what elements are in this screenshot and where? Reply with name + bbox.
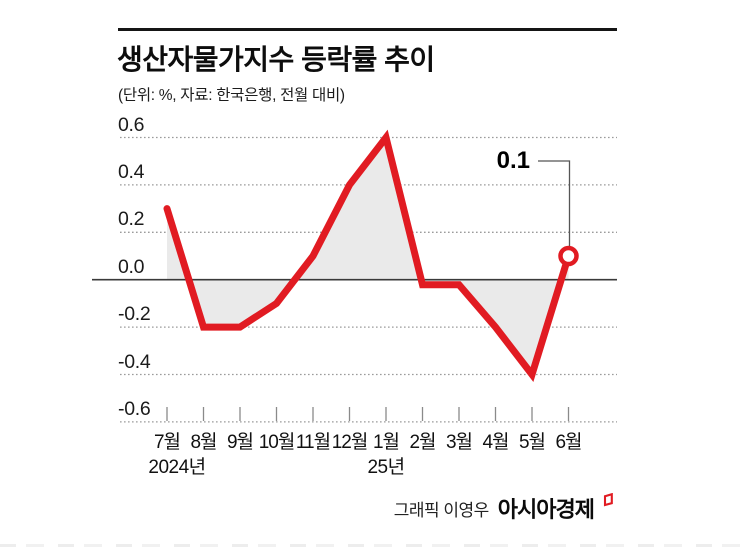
y-axis-label: 0.6 [118,113,145,136]
y-axis-label: -0.2 [118,303,151,326]
x-axis-label: 1월 [372,432,400,453]
series-line [163,129,572,382]
x-axis-year-label: 25년 [367,457,405,478]
x-axis-label: 5월 [518,432,546,453]
y-axis-label: -0.6 [118,397,151,420]
x-axis-label: 10월 [258,432,296,453]
chart-title: 생산자물가지수 등락률 추이 [117,44,435,75]
x-axis-label: 6월 [555,432,582,453]
cropped-text-remnant [0,544,745,547]
brand-logo-text: 아시아경제 [497,497,595,522]
credit-line: 그래픽 이영우 아시아경제 [394,492,614,524]
x-axis-label: 7월 [153,432,181,453]
x-axis-label: 11월 [295,432,331,453]
area-fill [167,137,569,375]
x-axis-label: 4월 [482,432,509,453]
top-rule [118,28,617,31]
last-value-annotation: 0.1 [496,147,530,174]
annotation-connector [538,160,571,246]
x-axis-label: 12월 [331,432,369,453]
x-axis-label: 3월 [445,432,473,453]
credit-author: 그래픽 이영우 [393,501,490,520]
chart-subtitle: (단위: %, 자료: 한국은행, 전월 대비) [118,87,345,104]
x-axis-label: 2월 [409,432,436,453]
end-point-marker [558,245,579,267]
x-axis-label: 8월 [190,432,217,453]
y-axis-label: 0.4 [118,160,145,183]
brand-red-square-icon [603,493,613,507]
y-axis-label: 0.2 [118,208,145,231]
y-axis-label: 0.0 [118,255,145,278]
x-axis-year-label: 2024년 [148,457,206,478]
y-axis-label: -0.4 [118,350,151,373]
x-axis-label: 9월 [226,432,254,453]
